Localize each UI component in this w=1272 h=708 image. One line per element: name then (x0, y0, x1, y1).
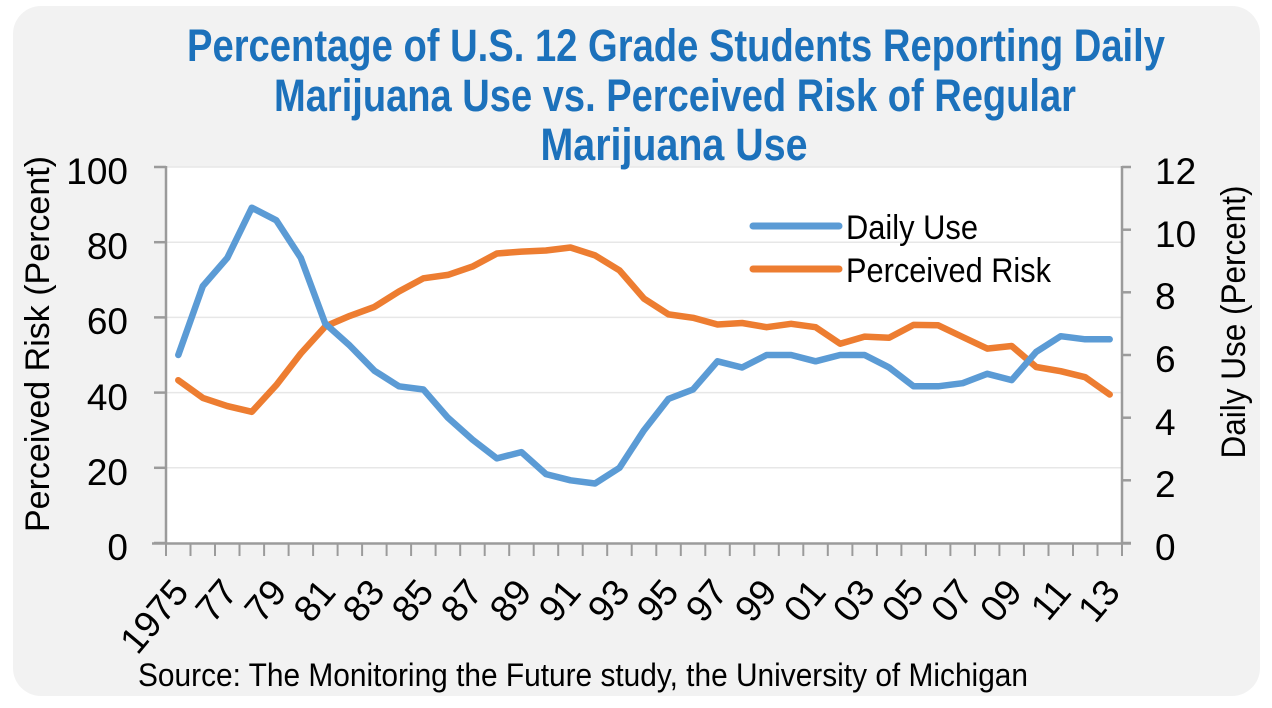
svg-text:100: 100 (66, 151, 128, 192)
svg-text:80: 80 (87, 226, 128, 267)
svg-text:6: 6 (1155, 339, 1176, 380)
svg-text:2: 2 (1155, 464, 1176, 505)
svg-text:20: 20 (87, 452, 128, 493)
svg-text:Daily Use (Percent): Daily Use (Percent) (1215, 186, 1253, 459)
svg-text:Source: The Monitoring the Fut: Source: The Monitoring the Future study,… (138, 657, 1028, 693)
svg-text:8: 8 (1155, 276, 1176, 317)
svg-text:0: 0 (1155, 527, 1176, 568)
svg-text:40: 40 (87, 377, 128, 418)
svg-text:12: 12 (1155, 151, 1196, 192)
svg-text:4: 4 (1155, 402, 1176, 443)
svg-text:Marijuana Use: Marijuana Use (541, 119, 808, 170)
svg-text:Perceived Risk (Percent): Perceived Risk (Percent) (19, 156, 57, 532)
svg-text:60: 60 (87, 301, 128, 342)
svg-text:Marijuana Use vs. Perceived Ri: Marijuana Use vs. Perceived Risk of Regu… (274, 70, 1076, 121)
svg-text:Percentage of U.S. 12 Grade St: Percentage of U.S. 12 Grade Students Rep… (187, 20, 1165, 71)
svg-text:Perceived Risk: Perceived Risk (846, 252, 1052, 290)
svg-text:Daily Use: Daily Use (846, 209, 978, 247)
svg-text:0: 0 (107, 527, 128, 568)
svg-text:10: 10 (1155, 214, 1196, 255)
